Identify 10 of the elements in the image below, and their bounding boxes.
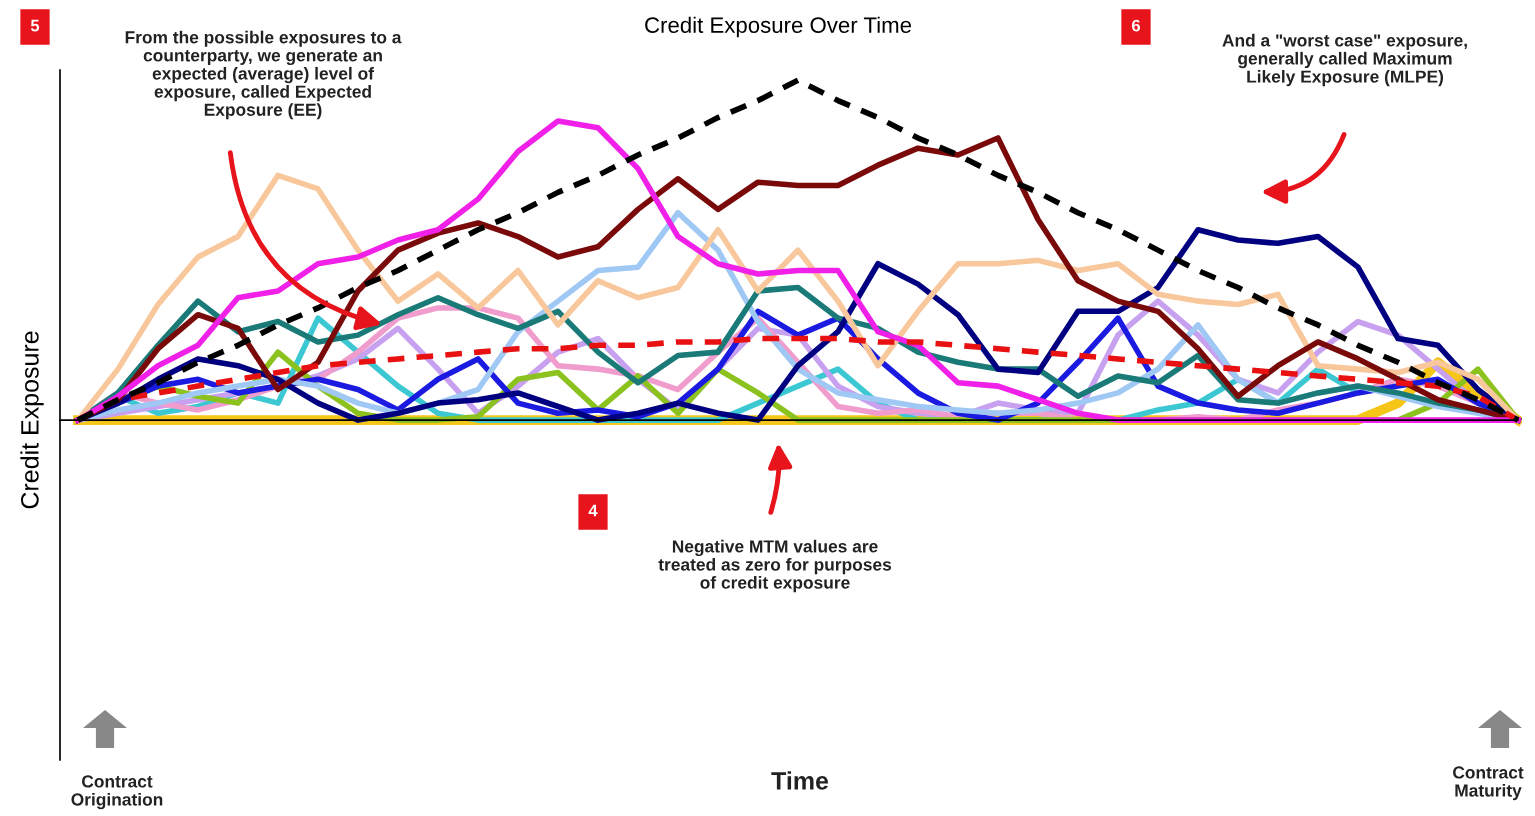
text: Contract Maturity (1453, 766, 1524, 801)
annotation: And a "worst case" exposure, generally called Maximum Likely Exposure (MLPE) (1222, 33, 1467, 87)
text: 5 (30, 19, 40, 32)
text: Negative MTM values are treated as zero for purposes of credit exposure (658, 539, 892, 593)
y-axis-title: Credit Exposure (20, 331, 44, 509)
chart-title: Credit Exposure Over Time (645, 16, 912, 38)
text: Time (771, 771, 829, 790)
text: 6 (1131, 19, 1141, 32)
text: 4 (588, 504, 598, 517)
text: Contract Origination (71, 775, 163, 810)
